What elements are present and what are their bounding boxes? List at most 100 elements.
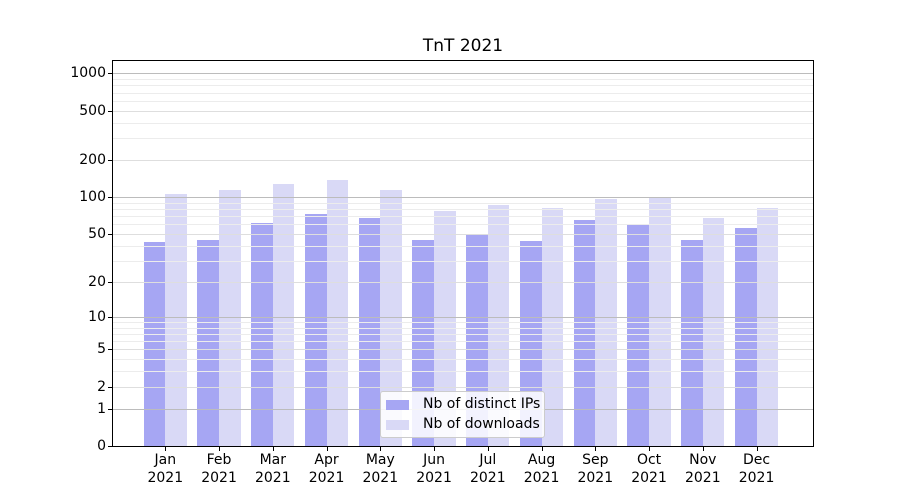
x-tick-month: May	[365, 452, 395, 468]
gridline-minor	[113, 209, 813, 211]
bar-distinct-ips	[197, 239, 220, 446]
y-tick-label: 0	[97, 438, 106, 454]
x-tick-month: Oct	[636, 452, 662, 468]
bar-downloads	[595, 198, 617, 446]
bar-distinct-ips	[304, 213, 327, 446]
x-tick-year: 2021	[147, 470, 184, 486]
legend-swatch-distinct-ips	[386, 399, 409, 410]
y-axis-tick	[108, 73, 112, 75]
y-tick-label: 100	[79, 189, 106, 206]
x-axis-tick	[380, 447, 382, 451]
x-tick-label: Aug 2021	[510, 451, 574, 487]
x-tick-year: 2021	[469, 470, 506, 486]
x-tick-year: 2021	[523, 470, 560, 486]
bar-downloads	[756, 208, 779, 446]
x-axis-tick	[326, 447, 328, 451]
x-tick-year: 2021	[254, 470, 291, 486]
bar-downloads	[487, 204, 510, 446]
x-tick-month: Dec	[743, 452, 771, 468]
x-tick-year: 2021	[308, 470, 345, 486]
x-tick-label: Dec 2021	[725, 451, 789, 487]
gridline-major	[113, 73, 813, 75]
bar-distinct-ips	[681, 239, 703, 446]
y-tick-label: 10	[88, 308, 106, 325]
gridline-minor	[113, 138, 813, 140]
gridline-minor	[113, 216, 813, 218]
legend-label: Nb of distinct IPs	[423, 396, 541, 412]
y-tick-label: 200	[79, 152, 106, 169]
bar-downloads	[702, 218, 725, 446]
x-axis-tick	[219, 447, 221, 451]
x-tick-year: 2021	[738, 470, 775, 486]
x-axis-tick	[541, 447, 543, 451]
x-axis-tick	[595, 447, 597, 451]
x-tick-month: Nov	[689, 452, 717, 468]
legend: Nb of distinct IPs Nb of downloads	[380, 391, 545, 438]
x-tick-year: 2021	[631, 470, 667, 486]
y-tick-label: 2	[97, 378, 106, 395]
x-tick-label: Oct 2021	[617, 451, 681, 487]
legend-swatch-downloads	[386, 419, 409, 430]
y-axis-tick	[108, 110, 112, 112]
y-axis-tick	[108, 446, 112, 447]
y-axis-tick	[108, 233, 112, 235]
y-tick-label: 1000	[70, 65, 106, 82]
gridline-minor	[113, 110, 813, 112]
gridline-minor	[113, 79, 813, 81]
bar-distinct-ips	[251, 222, 273, 446]
gridline-minor	[113, 92, 813, 94]
bar-distinct-ips	[358, 217, 381, 446]
x-tick-label: Feb 2021	[187, 451, 251, 487]
y-axis-tick	[108, 386, 112, 388]
x-tick-label: Nov 2021	[671, 451, 735, 487]
gridline-minor	[113, 202, 813, 204]
gridline-minor	[113, 85, 813, 87]
x-tick-label: Sep 2021	[563, 451, 627, 487]
x-tick-year: 2021	[684, 470, 721, 486]
legend-label: Nb of downloads	[423, 416, 540, 432]
gridline-minor	[113, 100, 813, 102]
x-tick-month: Jun	[423, 452, 445, 468]
x-tick-month: Apr	[314, 452, 339, 468]
bar-distinct-ips	[627, 224, 650, 446]
y-tick-label: 1	[97, 400, 106, 417]
x-axis-tick	[756, 447, 758, 451]
y-axis-tick	[108, 349, 112, 351]
y-axis-tick	[108, 197, 112, 199]
x-tick-year: 2021	[201, 470, 237, 486]
bar-downloads	[219, 189, 241, 446]
bar-downloads	[326, 179, 349, 446]
x-tick-label: Jul 2021	[456, 451, 520, 487]
legend-item: Nb of distinct IPs	[386, 396, 540, 413]
x-axis-tick	[272, 447, 274, 451]
x-tick-year: 2021	[577, 470, 614, 486]
y-tick-label: 500	[79, 102, 106, 119]
y-axis-tick	[108, 316, 112, 318]
x-axis-tick	[649, 447, 651, 451]
bar-downloads	[380, 190, 402, 446]
x-tick-label: Mar 2021	[241, 451, 305, 487]
bar-distinct-ips	[143, 241, 166, 446]
y-axis-tick	[108, 408, 112, 410]
bar-distinct-ips	[734, 227, 757, 446]
bar-downloads	[541, 208, 564, 446]
x-tick-label: May 2021	[348, 451, 412, 487]
y-axis-tick	[108, 160, 112, 162]
bar-distinct-ips	[573, 220, 596, 446]
x-tick-month: Mar	[259, 452, 286, 468]
bar-downloads	[165, 194, 187, 446]
bar-downloads	[272, 183, 295, 446]
bar-downloads	[649, 197, 671, 446]
y-tick-label: 5	[97, 341, 106, 358]
gridline-major	[113, 197, 813, 199]
x-axis-tick	[165, 447, 167, 451]
x-axis-tick	[702, 447, 704, 451]
x-tick-month: Jul	[479, 452, 497, 468]
x-axis-tick	[434, 447, 436, 451]
y-axis-tick	[108, 281, 112, 283]
x-tick-month: Jan	[154, 452, 177, 468]
gridline-minor	[113, 122, 813, 124]
x-tick-label: Jan 2021	[133, 451, 197, 487]
x-tick-month: Feb	[206, 452, 232, 468]
